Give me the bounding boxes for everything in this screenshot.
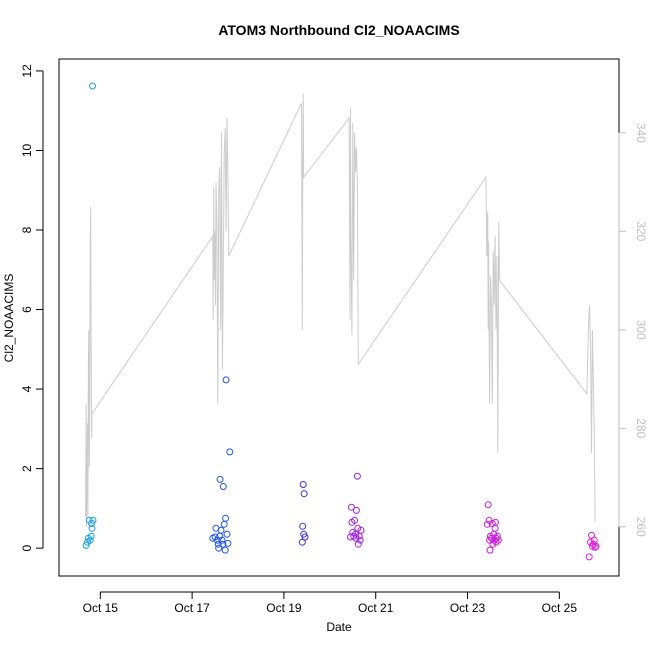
y-tick-label: 4 [20,385,34,392]
x-tick-label: Oct 25 [542,601,578,615]
data-point [301,533,309,541]
data-point [352,530,359,538]
x-tick-label: Oct 21 [358,601,394,615]
data-point [300,490,308,498]
data-point [357,526,365,534]
secondary-y-tick-label: 280 [634,418,648,438]
y-tick-label: 2 [20,465,34,472]
data-point [299,481,307,488]
y-tick-label: 10 [20,143,34,157]
plot-frame [58,58,620,577]
data-point [354,540,362,548]
x-tick-label: Oct 17 [174,601,210,615]
data-point [87,532,95,540]
data-point [219,540,227,548]
data-point [484,501,492,509]
secondary-y-tick-label: 320 [634,221,648,241]
secondary-line-layer [85,93,596,527]
data-point [226,448,234,456]
data-point [89,516,97,524]
data-point [86,536,94,544]
data-point [299,522,307,530]
data-point [492,518,499,526]
data-point [221,546,229,554]
x-tick-label: Oct 15 [83,601,119,615]
x-tick-label: Oct 23 [450,601,486,615]
data-point [494,536,502,544]
y-tick-label: 8 [20,226,34,233]
data-point [224,539,232,547]
data-point [82,541,90,549]
data-point [591,543,599,551]
secondary-y-tick-label: 260 [634,517,648,537]
data-point [222,514,230,522]
data-point [219,483,227,490]
secondary-y-tick-label: 300 [634,320,648,340]
y-tick-label: 12 [20,64,34,78]
data-point [223,530,231,538]
data-point [353,472,361,480]
scatter-points-layer [82,82,600,561]
data-point [351,516,359,524]
data-point [214,540,222,548]
data-point [585,553,593,561]
y-tick-label: 6 [20,306,34,313]
secondary-y-axis: 260 280 300 320 340 [618,123,648,537]
secondary-series-line [85,93,596,527]
data-point [493,532,501,540]
data-point [88,524,96,532]
secondary-y-tick-label: 340 [634,123,648,143]
data-point [220,520,228,528]
data-point [347,503,355,511]
data-point [483,520,491,528]
data-point [218,536,226,544]
data-point [217,526,225,534]
data-point [592,542,600,550]
data-point [216,475,224,483]
data-point [222,376,230,384]
x-axis-label: Date [326,620,352,634]
data-point [213,536,221,544]
data-point [215,544,223,552]
x-axis: Oct 15 Oct 17 Oct 19 Oct 21 Oct 23 Oct 25 [83,591,578,615]
y-axis: 0 2 4 6 8 10 12 [20,64,44,552]
data-point [88,520,96,527]
x-tick-label: Oct 19 [266,601,302,615]
data-point [486,546,494,554]
chart-title: ATOM3 Northbound Cl2_NOAACIMS [218,22,459,38]
data-point [352,506,360,514]
y-axis-label: Cl2_NOAACIMS [2,274,16,363]
y-tick-label: 0 [20,545,34,552]
data-point [89,82,96,90]
data-point [491,524,499,532]
data-point [356,536,364,544]
